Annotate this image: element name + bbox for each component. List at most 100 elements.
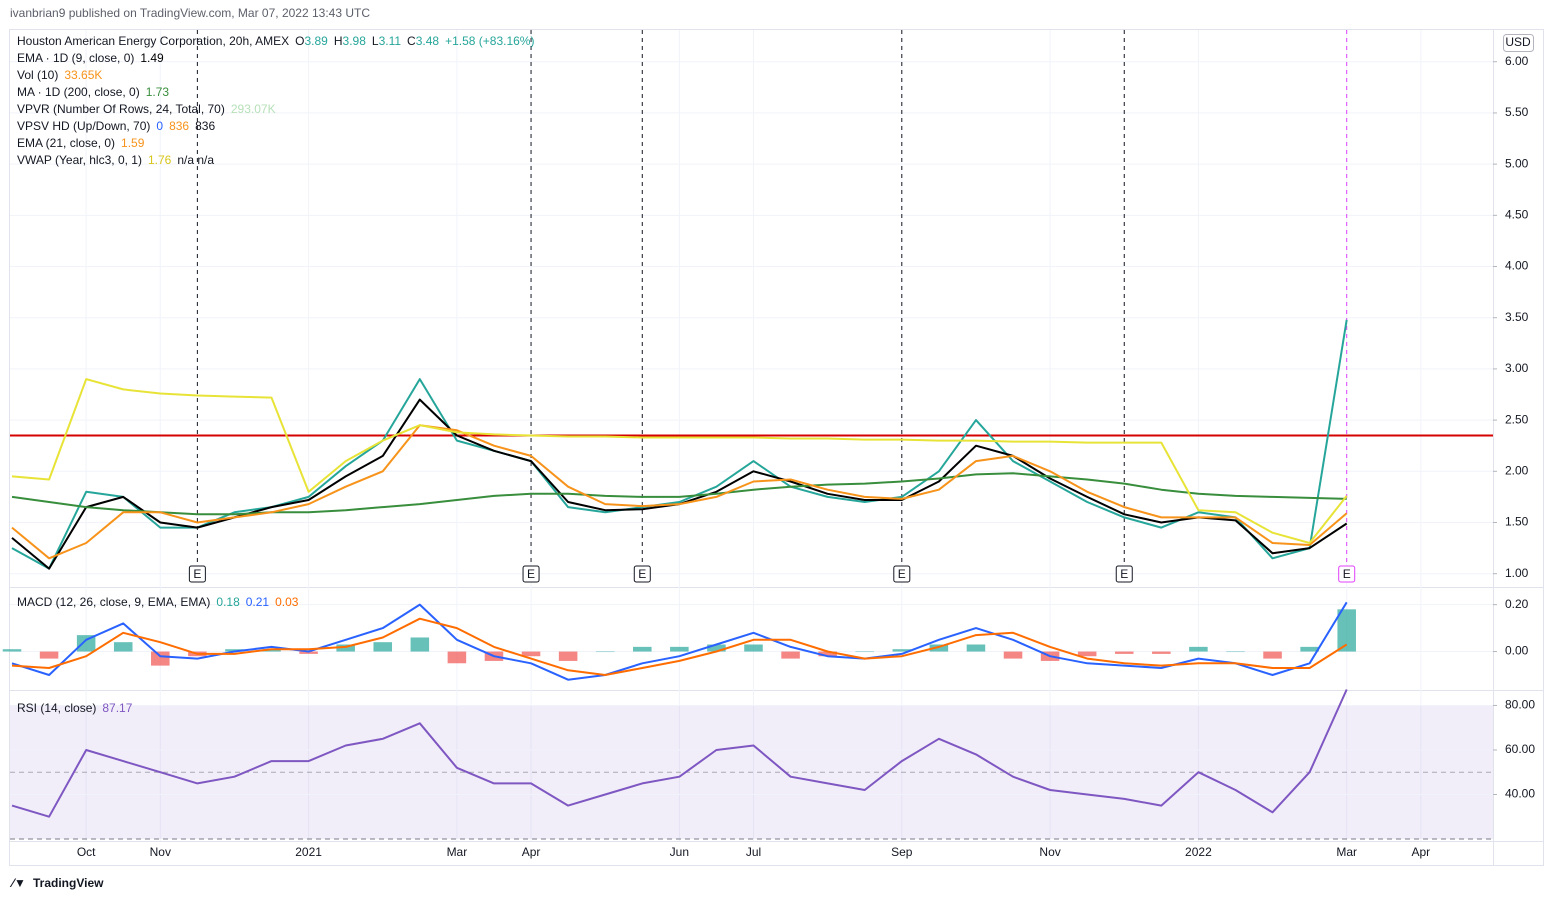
indicator-name: Vol (10) <box>17 68 58 82</box>
event-label: E <box>193 567 201 581</box>
y-tick-label: 60.00 <box>1505 742 1535 756</box>
series-line <box>11 424 1348 560</box>
y-tick-label: 4.00 <box>1505 259 1529 273</box>
ohlc-key: L <box>372 34 379 48</box>
publisher: ivanbrian9 published on TradingView.com,… <box>10 6 370 20</box>
histogram-bar <box>966 644 986 652</box>
indicator-value: 0 <box>156 119 163 133</box>
x-tick-label: Jul <box>746 845 761 859</box>
ohlc-value: 3.89 <box>305 34 329 48</box>
x-tick-label: Apr <box>1412 845 1431 859</box>
x-tick-label: Nov <box>150 845 171 859</box>
legend-line: MACD (12, 26, close, 9, EMA, EMA) 0.18 0.2… <box>17 595 299 609</box>
y-tick-label: 0.00 <box>1505 644 1529 658</box>
event-label: E <box>898 567 906 581</box>
histogram-bar <box>892 649 912 652</box>
y-tick-label: 3.50 <box>1505 310 1529 324</box>
x-tick-label: Mar <box>1336 845 1357 859</box>
x-tick-label: Mar <box>447 845 468 859</box>
series-line <box>11 617 1348 676</box>
event-box <box>188 565 206 583</box>
histogram-bar <box>1114 651 1134 654</box>
indicator-name: MACD (12, 26, close, 9, EMA, EMA) <box>17 595 210 609</box>
histogram-bar <box>373 642 393 652</box>
series-line <box>11 472 1347 516</box>
histogram-bar <box>670 646 689 652</box>
indicator-value: n/a n/a <box>177 153 214 167</box>
legend-line: VWAP (Year, hlc3, 0, 1) 1.76 n/a n/a <box>17 153 214 167</box>
legend: Houston American Energy Corporation, 20h… <box>17 34 534 715</box>
event-label: E <box>638 567 646 581</box>
brand: TradingView <box>33 876 104 890</box>
currency-box[interactable] <box>1503 34 1534 52</box>
indicator-value: 1.59 <box>121 136 145 150</box>
histogram-bar <box>558 651 578 661</box>
histogram-bar <box>1077 651 1097 657</box>
histogram-bar <box>39 651 59 659</box>
indicator-value: 33.65K <box>64 68 102 82</box>
histogram-bar <box>1189 646 1208 652</box>
indicator-value: 0.03 <box>275 595 299 609</box>
currency[interactable]: USD <box>1505 35 1531 49</box>
histogram-bar <box>1152 651 1171 654</box>
event-box <box>1338 565 1356 583</box>
x-tick-label: Jun <box>670 845 689 859</box>
indicator-value: 1.49 <box>140 51 164 65</box>
change: +1.58 (+83.16%) <box>445 34 534 48</box>
indicator-value: 0.18 <box>216 595 240 609</box>
indicator-value: 836 <box>195 119 215 133</box>
legend-line: VPVR (Number Of Rows, 24, Total, 70) 293.… <box>17 102 276 116</box>
series-line <box>11 601 1348 681</box>
histogram-bar <box>929 644 949 652</box>
histogram-bar <box>744 644 763 652</box>
indicator-value: 836 <box>169 119 189 133</box>
y-tick-label: 1.50 <box>1505 515 1529 529</box>
ohlc-key: H <box>334 34 343 48</box>
histogram-bar <box>76 635 96 652</box>
event-box <box>1115 565 1133 583</box>
histogram-bar <box>1300 646 1319 652</box>
histogram-bar <box>521 651 541 657</box>
histogram-bar <box>781 651 800 659</box>
indicator-name: MA · 1D (200, close, 0) <box>17 85 140 99</box>
symbol: Houston American Energy Corporation, 20h… <box>17 34 289 48</box>
histogram-bar <box>707 644 726 652</box>
y-tick-label: 5.00 <box>1505 156 1529 170</box>
series-line <box>11 378 1348 544</box>
legend-line: Houston American Energy Corporation, 20h… <box>17 34 534 48</box>
y-tick-label: 4.50 <box>1505 207 1529 221</box>
event-box <box>633 565 651 583</box>
y-tick-label: 6.00 <box>1505 54 1529 68</box>
legend-line: MA · 1D (200, close, 0) 1.73 <box>17 85 169 99</box>
histogram-bar <box>262 649 281 652</box>
y-tick-label: 40.00 <box>1505 787 1535 801</box>
legend-line: Vol (10) 33.65K <box>17 68 102 82</box>
indicator-name: EMA (21, close, 0) <box>17 136 115 150</box>
y-tick-label: 5.50 <box>1505 105 1529 119</box>
indicator-name: VWAP (Year, hlc3, 0, 1) <box>17 153 142 167</box>
ohlc-value: 3.98 <box>343 34 367 48</box>
indicator-name: VPVR (Number Of Rows, 24, Total, 70) <box>17 102 225 116</box>
legend-line: RSI (14, close) 87.17 <box>17 701 133 715</box>
x-tick-label: Apr <box>522 845 541 859</box>
histogram-bar <box>410 637 430 652</box>
histogram-bar <box>225 649 244 652</box>
indicator-value: 1.73 <box>146 85 170 99</box>
y-tick-label: 2.00 <box>1505 463 1529 477</box>
legend-line: VPSV HD (Up/Down, 70) 0 836 836 <box>17 119 215 133</box>
indicator-value: 1.76 <box>148 153 172 167</box>
indicator-value: 293.07K <box>231 102 276 116</box>
legend-line: EMA · 1D (9, close, 0) 1.49 <box>17 51 164 65</box>
y-tick-label: 80.00 <box>1505 698 1535 712</box>
histogram-bar <box>447 651 467 664</box>
histogram-bar <box>633 646 652 652</box>
brand-logo: ⁄▼ <box>9 876 26 890</box>
indicator-value: 0.21 <box>246 595 270 609</box>
ohlc-key: O <box>295 34 304 48</box>
histogram-bar <box>1226 651 1245 653</box>
x-tick-label: 2021 <box>295 845 322 859</box>
histogram-bar <box>1337 609 1356 652</box>
event-label: E <box>527 567 535 581</box>
event-box <box>893 565 911 583</box>
indicator-name: RSI (14, close) <box>17 701 96 715</box>
